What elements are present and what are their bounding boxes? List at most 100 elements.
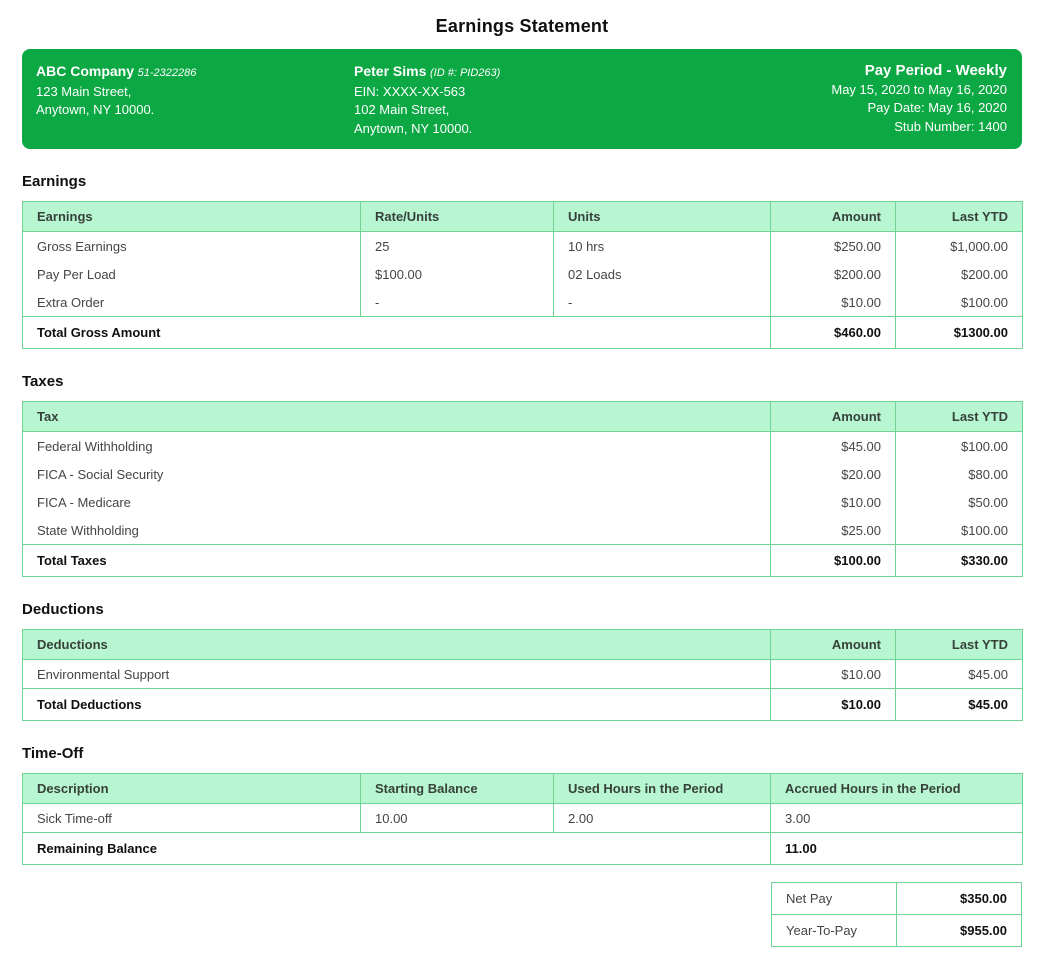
deductions-heading: Deductions xyxy=(22,601,104,618)
tax-ytd: $100.00 xyxy=(895,516,1023,545)
stub-number: Stub Number: 1400 xyxy=(894,118,1007,134)
table-row: FICA - Social Security $20.00 $80.00 xyxy=(22,460,1023,488)
pay-period-range: May 15, 2020 to May 16, 2020 xyxy=(831,81,1007,97)
company-address-line2: Anytown, NY 10000. xyxy=(36,102,155,117)
total-amount: $10.00 xyxy=(770,688,896,721)
timeoff-table: Description Starting Balance Used Hours … xyxy=(22,773,1023,865)
column-header: Amount xyxy=(770,629,896,660)
total-ytd: $45.00 xyxy=(895,688,1023,721)
total-ytd: $1300.00 xyxy=(895,316,1023,349)
deduction-amount: $10.00 xyxy=(770,659,896,689)
column-header: Starting Balance xyxy=(360,773,554,804)
table-row: Sick Time-off 10.00 2.00 3.00 xyxy=(22,803,1023,833)
net-pay-value: $350.00 xyxy=(896,882,1022,915)
remaining-balance-value: 11.00 xyxy=(770,832,1023,865)
column-header: Used Hours in the Period xyxy=(553,773,771,804)
year-to-pay-row: Year-To-Pay $955.00 xyxy=(771,914,1022,947)
company-address-line1: 123 Main Street, xyxy=(36,83,132,99)
table-row: Pay Per Load $100.00 02 Loads $200.00 $2… xyxy=(22,260,1023,288)
tax-ytd: $100.00 xyxy=(895,431,1023,460)
tax-amount: $20.00 xyxy=(770,460,896,488)
timeoff-used-hours: 2.00 xyxy=(553,803,771,833)
total-label: Total Taxes xyxy=(22,544,771,577)
earning-rate: - xyxy=(360,288,554,317)
column-header: Tax xyxy=(22,401,771,432)
timeoff-header-row: Description Starting Balance Used Hours … xyxy=(22,773,1023,804)
column-header: Last YTD xyxy=(895,401,1023,432)
earnings-heading: Earnings xyxy=(22,173,87,190)
tax-ytd: $50.00 xyxy=(895,488,1023,516)
timeoff-total-row: Remaining Balance 11.00 xyxy=(22,832,1023,865)
table-row: Federal Withholding $45.00 $100.00 xyxy=(22,431,1023,460)
employee-name-line: Peter Sims (ID #: PID263) xyxy=(354,62,737,83)
earning-units: - xyxy=(553,288,771,317)
total-amount: $100.00 xyxy=(770,544,896,577)
earning-ytd: $200.00 xyxy=(895,260,1023,288)
pay-period-info: Pay Period - Weekly May 15, 2020 to May … xyxy=(737,62,1007,136)
earnings-statement-page: Earnings Statement ABC Company 51-232228… xyxy=(0,16,1044,967)
earning-amount: $10.00 xyxy=(770,288,896,317)
total-label: Remaining Balance xyxy=(22,832,771,865)
taxes-table: Tax Amount Last YTD Federal Withholding … xyxy=(22,401,1023,577)
statement-header-banner: ABC Company 51-2322286 123 Main Street, … xyxy=(22,49,1022,149)
total-amount: $460.00 xyxy=(770,316,896,349)
deduction-label: Environmental Support xyxy=(22,659,771,689)
tax-amount: $45.00 xyxy=(770,431,896,460)
deductions-table: Deductions Amount Last YTD Environmental… xyxy=(22,629,1023,721)
deduction-ytd: $45.00 xyxy=(895,659,1023,689)
total-label: Total Deductions xyxy=(22,688,771,721)
deductions-section: Deductions Deductions Amount Last YTD En… xyxy=(22,601,1023,721)
employee-id: (ID #: PID263) xyxy=(430,67,501,79)
earnings-header-row: Earnings Rate/Units Units Amount Last YT… xyxy=(22,201,1023,232)
earning-rate: $100.00 xyxy=(360,260,554,288)
column-header: Last YTD xyxy=(895,201,1023,232)
earning-ytd: $1,000.00 xyxy=(895,231,1023,260)
deductions-header-row: Deductions Amount Last YTD xyxy=(22,629,1023,660)
earning-ytd: $100.00 xyxy=(895,288,1023,317)
tax-label: State Withholding xyxy=(22,516,771,545)
pay-period-title: Pay Period - Weekly xyxy=(864,62,1007,79)
column-header: Rate/Units xyxy=(360,201,554,232)
tax-label: Federal Withholding xyxy=(22,431,771,460)
table-row: Extra Order - - $10.00 $100.00 xyxy=(22,288,1023,317)
earnings-total-row: Total Gross Amount $460.00 $1300.00 xyxy=(22,316,1023,349)
timeoff-starting-balance: 10.00 xyxy=(360,803,554,833)
tax-label: FICA - Social Security xyxy=(22,460,771,488)
earning-label: Extra Order xyxy=(22,288,361,317)
tax-amount: $25.00 xyxy=(770,516,896,545)
column-header: Amount xyxy=(770,401,896,432)
tax-label: FICA - Medicare xyxy=(22,488,771,516)
earning-amount: $200.00 xyxy=(770,260,896,288)
employee-address-line1: 102 Main Street, xyxy=(354,102,450,117)
employee-ein: EIN: XXXX-XX-563 xyxy=(354,83,466,99)
year-to-pay-label: Year-To-Pay xyxy=(771,914,897,947)
company-reg-id: 51-2322286 xyxy=(137,67,197,79)
column-header: Accrued Hours in the Period xyxy=(770,773,1023,804)
total-ytd: $330.00 xyxy=(895,544,1023,577)
year-to-pay-value: $955.00 xyxy=(896,914,1022,947)
earning-label: Gross Earnings xyxy=(22,231,361,260)
timeoff-heading: Time-Off xyxy=(22,745,84,762)
taxes-heading: Taxes xyxy=(22,373,64,390)
employee-info: Peter Sims (ID #: PID263) EIN: XXXX-XX-5… xyxy=(354,62,737,136)
pay-date: Pay Date: May 16, 2020 xyxy=(867,100,1007,115)
taxes-section: Taxes Tax Amount Last YTD Federal Withho… xyxy=(22,373,1023,577)
column-header: Deductions xyxy=(22,629,771,660)
timeoff-label: Sick Time-off xyxy=(22,803,361,833)
earning-rate: 25 xyxy=(360,231,554,260)
column-header: Last YTD xyxy=(895,629,1023,660)
page-title: Earnings Statement xyxy=(435,16,609,36)
column-header: Earnings xyxy=(22,201,361,232)
tax-amount: $10.00 xyxy=(770,488,896,516)
earning-amount: $250.00 xyxy=(770,231,896,260)
net-pay-summary-table: Net Pay $350.00 Year-To-Pay $955.00 xyxy=(771,882,1022,947)
deductions-total-row: Total Deductions $10.00 $45.00 xyxy=(22,688,1023,721)
table-row: State Withholding $25.00 $100.00 xyxy=(22,516,1023,545)
table-row: Environmental Support $10.00 $45.00 xyxy=(22,659,1023,689)
company-info: ABC Company 51-2322286 123 Main Street, … xyxy=(36,62,354,136)
earnings-table: Earnings Rate/Units Units Amount Last YT… xyxy=(22,201,1023,349)
timeoff-section: Time-Off Description Starting Balance Us… xyxy=(22,745,1023,865)
table-row: FICA - Medicare $10.00 $50.00 xyxy=(22,488,1023,516)
company-name-line: ABC Company 51-2322286 xyxy=(36,62,354,83)
table-row: Gross Earnings 25 10 hrs $250.00 $1,000.… xyxy=(22,231,1023,260)
